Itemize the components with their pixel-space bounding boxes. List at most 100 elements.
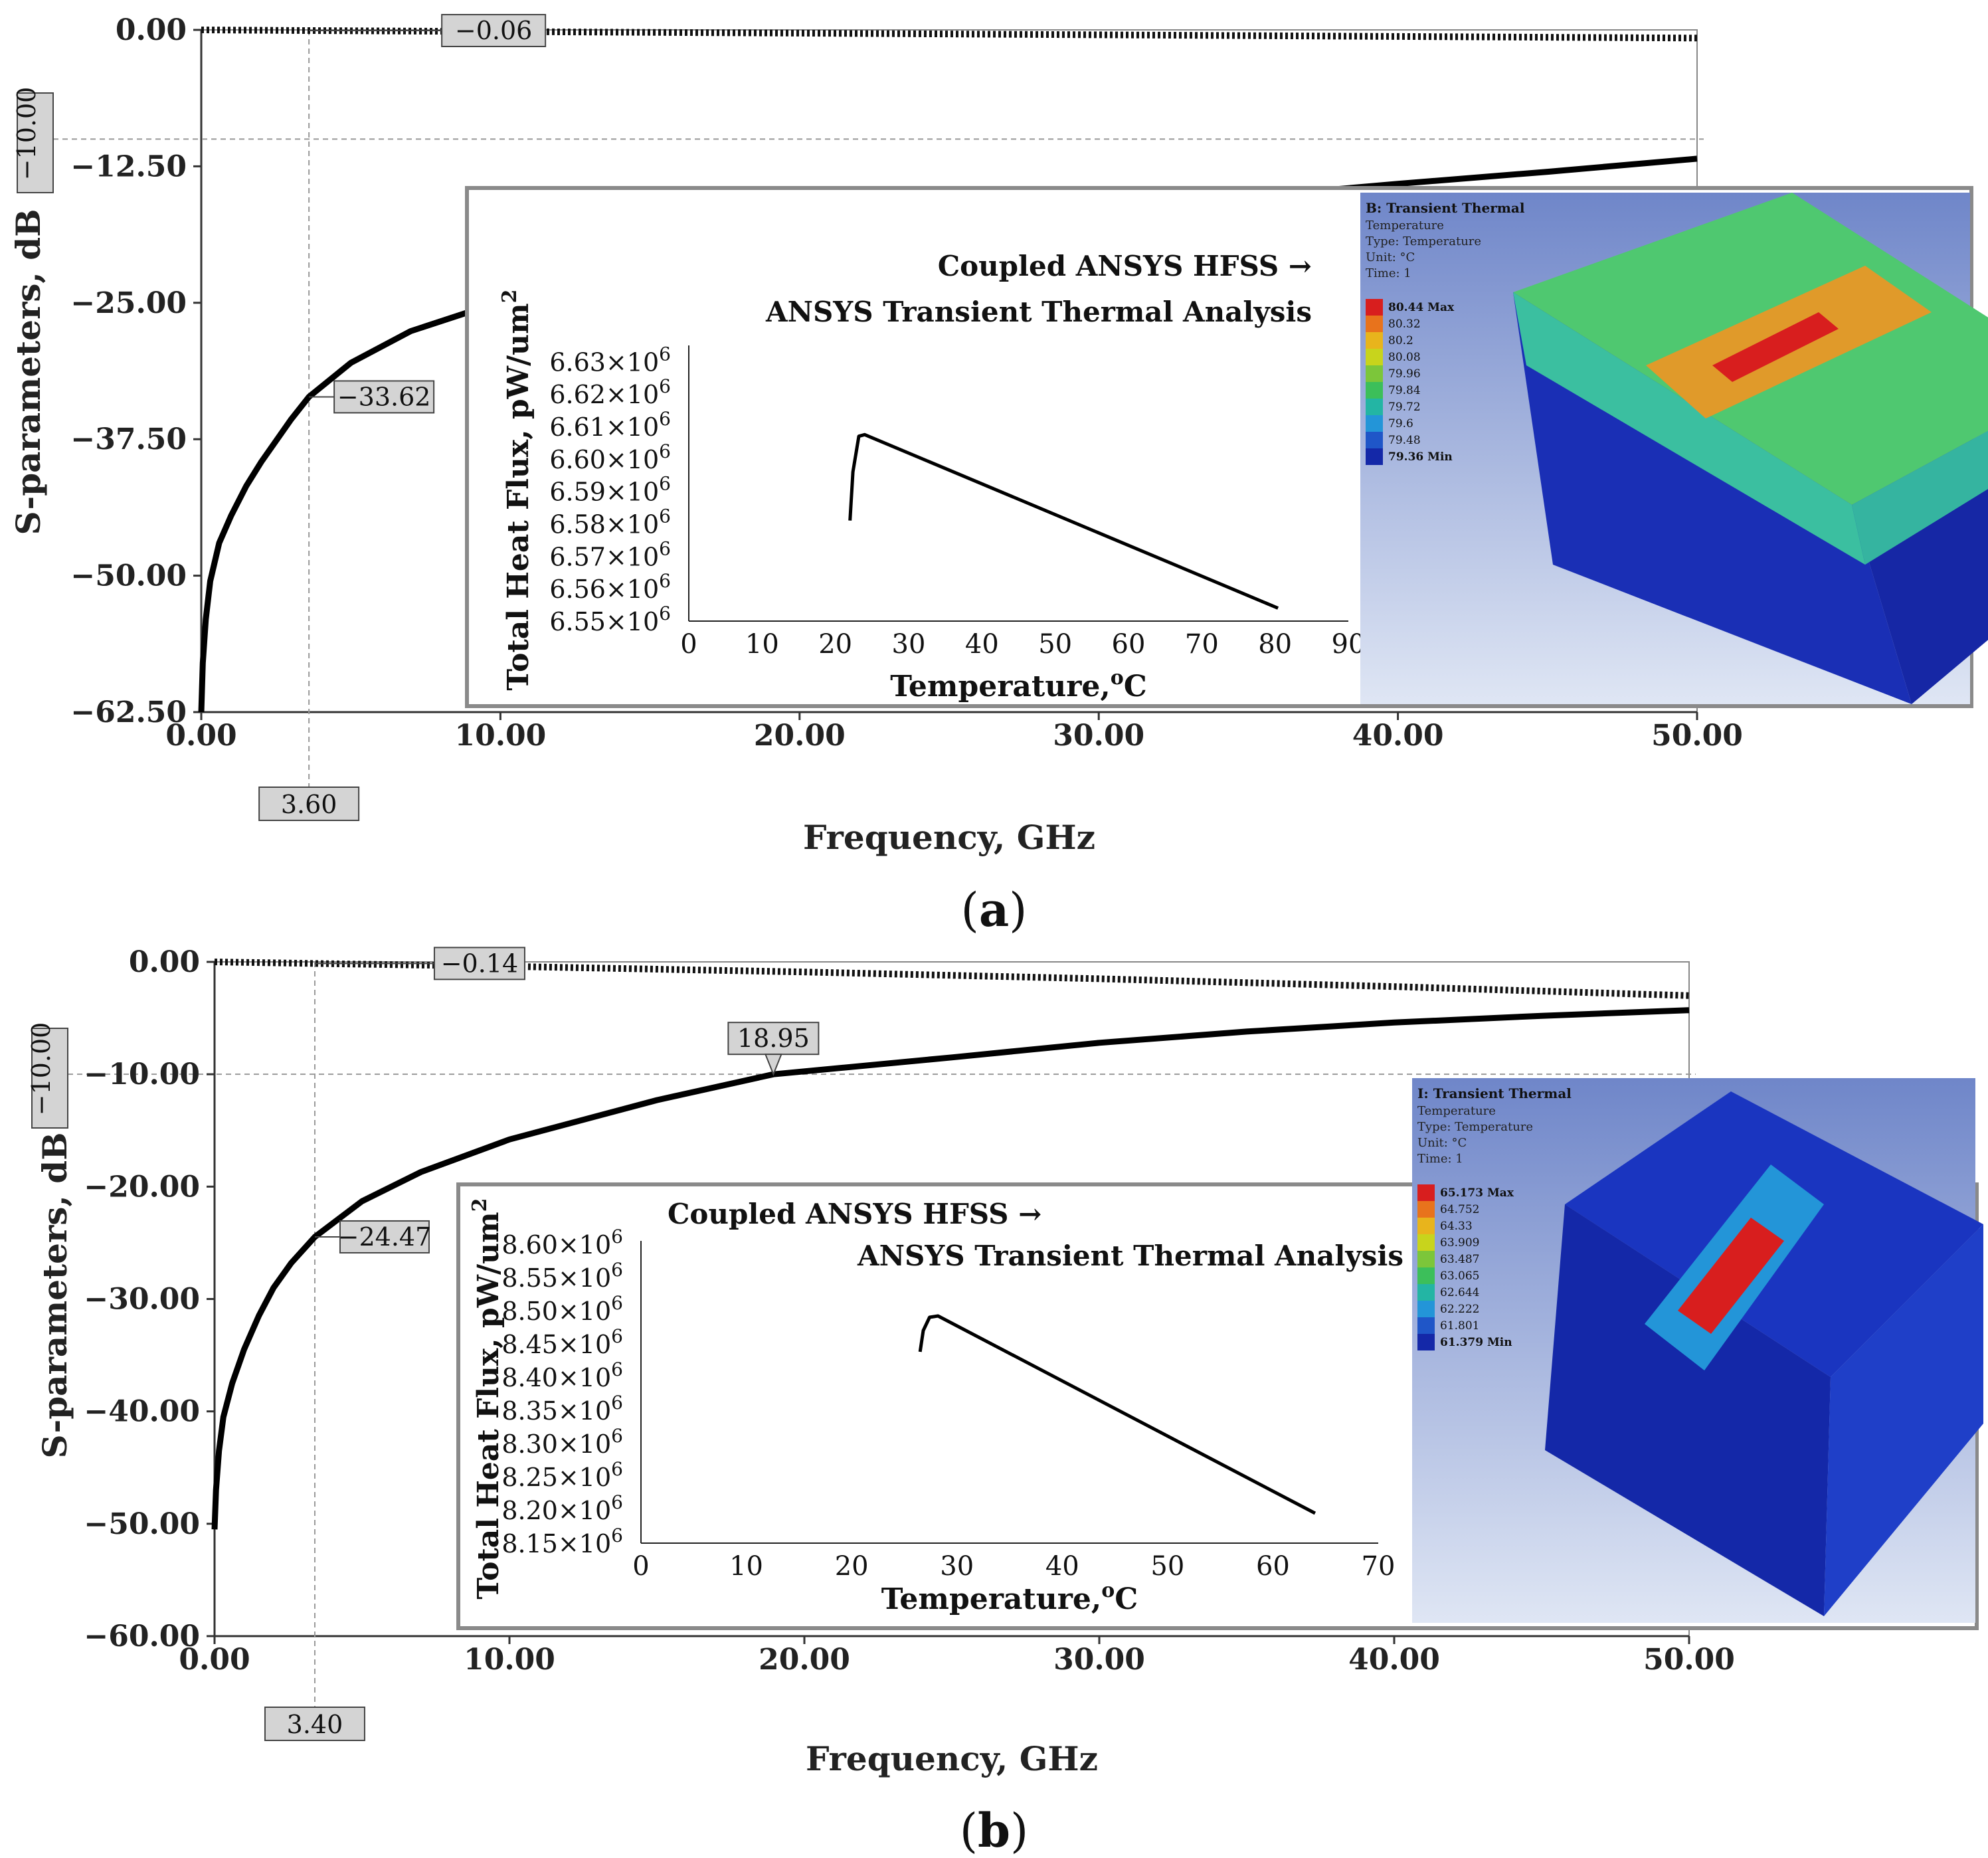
inset-y-axis-label: Total Heat Flux, pW/um2 (498, 289, 535, 690)
inset-x-tick-label: 90 (1332, 629, 1366, 660)
inset-x-tick-label: 60 (1256, 1551, 1290, 1582)
inset-series-line (848, 432, 1279, 610)
inset-y-tick-label: 6.61×106 (549, 408, 671, 442)
inset-x-tick-label: 30 (892, 629, 926, 660)
inset-y-tick-label: 8.40×106 (501, 1358, 623, 1392)
inset-x-tick-label: 40 (1045, 1551, 1079, 1582)
annotation-box (333, 380, 435, 414)
inset-y-tick-label: 8.20×106 (501, 1491, 623, 1525)
thermal-legend-label: 80.2 (1388, 334, 1413, 347)
y-tick-label: −40.00 (84, 1395, 200, 1429)
thermal-meta: Temperature (1417, 1104, 1496, 1118)
x-axis-label: Frequency, GHz (806, 1739, 1098, 1778)
x-tick-label: 10.00 (464, 1643, 555, 1677)
annotation-label: −0.14 (441, 949, 518, 978)
x-tick-label: 40.00 (1352, 719, 1444, 753)
thermal-meta: Type: Temperature (1366, 234, 1481, 248)
inset-title-line1: Coupled ANSYS HFSS → (938, 250, 1312, 282)
thermal-title: I: Transient Thermal (1417, 1085, 1572, 1101)
inset-x-tick-label: 20 (818, 629, 852, 660)
y-tick-label: 0.00 (116, 13, 187, 47)
thermal-legend-swatch (1366, 316, 1383, 332)
thermal-legend-swatch (1366, 382, 1383, 399)
inset-y-tick-label: 8.25×106 (501, 1458, 623, 1492)
caption-b: (b) (959, 1803, 1029, 1858)
thermal-legend-label: 64.752 (1440, 1203, 1479, 1216)
thermal-legend-swatch (1417, 1184, 1435, 1201)
thermal-legend-label: 63.909 (1440, 1236, 1479, 1250)
inset-x-tick-label: 80 (1258, 629, 1292, 660)
reference-label-box (31, 1028, 68, 1129)
inset-y-tick-label: 6.59×106 (549, 473, 671, 507)
thermal-legend-label: 79.96 (1388, 367, 1421, 381)
thermal-legend-label: 63.487 (1440, 1253, 1479, 1266)
thermal-legend-label: 63.065 (1440, 1269, 1479, 1283)
x-tick-label: 30.00 (1053, 719, 1144, 753)
y-tick-label: −60.00 (84, 1620, 200, 1653)
thermal-legend-swatch (1366, 399, 1383, 415)
thermal-title: B: Transient Thermal (1366, 200, 1525, 216)
y-tick-label: −20.00 (84, 1170, 200, 1204)
thermal-legend-label: 65.173 Max (1440, 1186, 1514, 1200)
inset-x-tick-label: 0 (680, 629, 697, 660)
thermal-meta: Unit: °C (1366, 250, 1415, 264)
y-tick-label: −30.00 (84, 1283, 200, 1317)
thermal-legend-label: 79.72 (1388, 401, 1421, 414)
thermal-legend-label: 80.32 (1388, 318, 1421, 331)
block-side (1824, 1224, 1983, 1616)
thermal-legend-swatch (1366, 415, 1383, 432)
y-tick-label: −37.50 (70, 422, 187, 456)
thermal-meta: Time: 1 (1366, 266, 1411, 280)
reference-label: −10.00 (12, 87, 41, 181)
y-tick-label: −12.50 (70, 149, 187, 183)
thermal-legend-label: 62.644 (1440, 1286, 1479, 1299)
inset-x-tick-label: 60 (1112, 629, 1146, 660)
thermal-legend-label: 80.44 Max (1388, 301, 1455, 314)
y-tick-label: −50.00 (70, 559, 187, 593)
inset-y-tick-label: 6.63×106 (549, 343, 671, 377)
thermal-legend-label: 64.33 (1440, 1220, 1473, 1233)
thermal-legend-swatch (1366, 365, 1383, 382)
marker-label: 3.60 (281, 790, 337, 819)
panel-b: −10.00 3.40 0.00 10.00 20.00 30.00 40.00 50.00 0… (27, 945, 1983, 1778)
thermal-legend-label: 79.48 (1388, 434, 1421, 447)
inset-y-tick-label: 6.58×106 (549, 506, 671, 539)
annotation-label: −0.06 (455, 16, 532, 45)
inset-y-tick-label: 6.62×106 (549, 375, 671, 409)
thermal-legend-swatch (1366, 432, 1383, 448)
thermal-legend-swatch (1366, 448, 1383, 465)
inset-x-tick-label: 30 (940, 1551, 974, 1582)
block-front-band (1513, 292, 1865, 565)
thermal-legend-label: 79.84 (1388, 384, 1421, 397)
inset: 0 10 20 30 40 50 60 708.15×1068.20×1068.25×1068… (456, 1078, 1983, 1630)
hot-core (1678, 1218, 1784, 1334)
annotation-label: −24.47 (338, 1222, 432, 1252)
x-axis-label: Frequency, GHz (803, 818, 1095, 857)
inset-x-axis-label: Temperature,oC (881, 1579, 1138, 1616)
annotation-label: −33.62 (337, 382, 431, 411)
x-tick-label: 50.00 (1643, 1643, 1735, 1677)
thermal-legend-swatch (1417, 1251, 1435, 1267)
block-side-band (1852, 430, 1988, 565)
inset-y-tick-label: 8.30×106 (501, 1425, 623, 1459)
y-tick-label: −25.00 (70, 286, 187, 320)
y-tick-label: −50.00 (84, 1507, 200, 1541)
series-line-s21 (211, 1007, 1690, 1530)
x-tick-label: 20.00 (759, 1643, 850, 1677)
inset-y-tick-label: 6.60×106 (549, 440, 671, 474)
y-tick-label: −62.50 (70, 696, 187, 729)
thermal-meta: Type: Temperature (1417, 1120, 1533, 1134)
thermal-render: B: Transient Thermal Temperature Type: Tem… (1360, 193, 1988, 704)
thermal-legend-swatch (1417, 1218, 1435, 1234)
inset-y-tick-label: 8.60×106 (501, 1226, 623, 1259)
inset-title-line2: ANSYS Transient Thermal Analysis (857, 1240, 1403, 1272)
annotation-label: 18.95 (737, 1024, 810, 1053)
y-axis-label: S-parameters, dB (9, 209, 48, 535)
thermal-legend-swatch (1417, 1234, 1435, 1251)
panel-a: −10.00 3.60 0.00 10.00 20.00 30.00 40.00 50.00 0… (9, 13, 1988, 857)
inset-title-line1: Coupled ANSYS HFSS → (668, 1198, 1041, 1230)
x-tick-label: 0.00 (179, 1643, 250, 1677)
thermal-legend-label: 61.379 Min (1440, 1336, 1512, 1349)
inset-y-tick-label: 6.57×106 (549, 537, 671, 571)
